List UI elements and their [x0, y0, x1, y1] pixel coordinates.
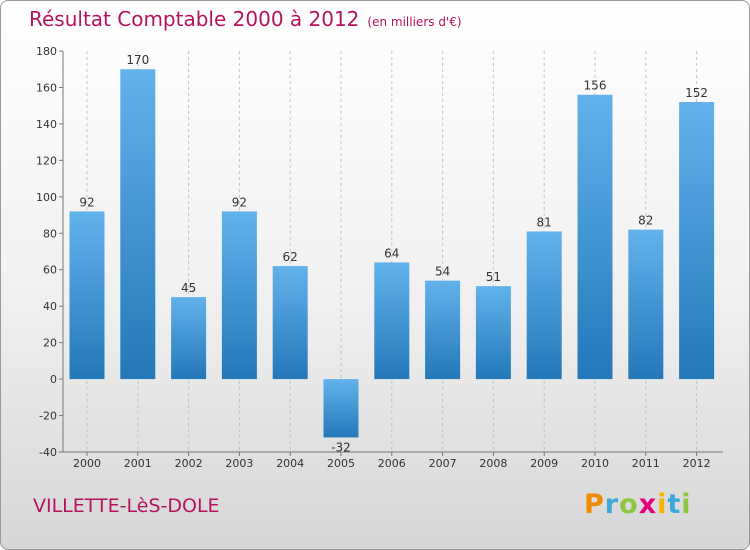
- x-tick-label: 2007: [429, 457, 457, 470]
- bar: [120, 69, 156, 380]
- y-tick-label: 100: [36, 191, 57, 204]
- y-tick-label: 140: [36, 118, 57, 131]
- data-label: 81: [537, 215, 552, 229]
- data-label: 170: [126, 53, 149, 67]
- y-tick-label: 60: [43, 264, 57, 277]
- x-tick-label: 2003: [225, 457, 253, 470]
- data-label: 152: [685, 86, 708, 100]
- y-tick-label: 160: [36, 81, 57, 94]
- x-tick-label: 2005: [327, 457, 355, 470]
- y-tick-label: -40: [39, 446, 57, 459]
- x-tick-label: 2012: [683, 457, 711, 470]
- bar: [69, 211, 105, 380]
- bar: [526, 231, 562, 380]
- bar: [679, 102, 715, 380]
- x-tick-label: 2006: [378, 457, 406, 470]
- data-label: -32: [331, 440, 351, 454]
- y-tick-label: -20: [39, 410, 57, 423]
- data-label: 156: [584, 79, 607, 93]
- x-tick-label: 2011: [632, 457, 660, 470]
- x-tick-label: 2002: [175, 457, 203, 470]
- data-label: 92: [79, 195, 94, 209]
- bar: [577, 94, 613, 380]
- bar: [171, 297, 207, 380]
- chart-title-text: Résultat Comptable 2000 à 2012: [29, 7, 360, 31]
- chart-title: Résultat Comptable 2000 à 2012 (en millie…: [29, 7, 462, 31]
- data-label: 54: [435, 265, 450, 279]
- y-tick-label: 80: [43, 227, 57, 240]
- data-label: 64: [384, 246, 399, 260]
- data-label: 45: [181, 281, 196, 295]
- logo-letter: P: [584, 489, 605, 520]
- logo-letter: o: [619, 489, 639, 520]
- data-label: 62: [283, 250, 298, 264]
- bar: [272, 266, 308, 380]
- logo-letter: x: [638, 489, 658, 520]
- logo-letter: t: [667, 489, 682, 520]
- x-tick-label: 2001: [124, 457, 152, 470]
- proxiti-logo: Proxiti: [584, 489, 692, 520]
- y-tick-label: 120: [36, 154, 57, 167]
- data-label: 51: [486, 270, 501, 284]
- bar: [374, 262, 410, 380]
- chart-subtitle: (en milliers d'€): [367, 15, 462, 29]
- logo-letter: r: [604, 489, 620, 520]
- x-tick-label: 2000: [73, 457, 101, 470]
- y-tick-label: 20: [43, 337, 57, 350]
- bar: [475, 286, 511, 380]
- data-label: 92: [232, 195, 247, 209]
- y-tick-label: 40: [43, 300, 57, 313]
- bar: [323, 379, 359, 438]
- bar: [628, 229, 664, 380]
- logo-letter: i: [681, 489, 692, 520]
- bar: [425, 280, 461, 380]
- x-tick-label: 2010: [581, 457, 609, 470]
- x-tick-label: 2008: [479, 457, 507, 470]
- town-name: VILLETTE-LèS-DOLE: [33, 495, 220, 517]
- data-label: 82: [638, 214, 653, 228]
- y-tick-label: 0: [50, 373, 57, 386]
- x-tick-label: 2009: [530, 457, 558, 470]
- bar: [221, 211, 257, 380]
- x-tick-label: 2004: [276, 457, 304, 470]
- logo-letter: i: [657, 489, 668, 520]
- y-tick-label: 180: [36, 45, 57, 58]
